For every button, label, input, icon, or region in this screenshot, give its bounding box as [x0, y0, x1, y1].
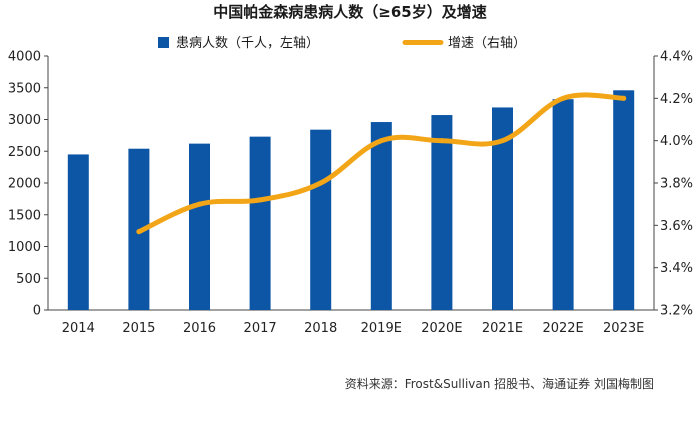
y-left-tick-label: 1500: [8, 208, 41, 223]
growth-point-2015: [136, 229, 142, 235]
growth-point-2017: [257, 197, 263, 203]
x-tick-label: 2015: [122, 321, 155, 336]
legend: 患病人数（千人，左轴） 增速（右轴）: [158, 36, 526, 51]
y-left-tick-label: 500: [16, 272, 41, 287]
growth-point-2023E: [621, 95, 627, 101]
x-tick-label: 2020E: [421, 321, 462, 336]
bar-2023E: [613, 90, 635, 310]
y-left-tick-label: 2500: [8, 145, 41, 160]
growth-point-2019E: [378, 138, 384, 144]
growth-point-2022E: [560, 95, 566, 101]
bar-2017: [249, 136, 271, 310]
y-left-tick-label: 0: [33, 304, 41, 319]
bar-2019E: [370, 122, 392, 310]
bar-2016: [189, 143, 210, 310]
y-right-tick-label: 3.8%: [660, 177, 693, 192]
bar-2022E: [552, 99, 574, 311]
y-right-tick-label: 4.4%: [660, 50, 693, 65]
x-tick-label: 2023E: [603, 321, 644, 336]
y-left-tick-label: 3500: [8, 81, 41, 96]
x-tick-label: 2018: [304, 321, 337, 336]
source-note: 资料来源：Frost&Sullivan 招股书、海通证券 刘国梅制图: [345, 376, 654, 391]
bar-2018: [310, 129, 332, 310]
x-tick-label: 2017: [244, 321, 277, 336]
x-tick-label: 2016: [183, 321, 216, 336]
legend-label-bar: 患病人数（千人，左轴）: [176, 36, 319, 51]
x-tick-label: 2021E: [482, 321, 523, 336]
growth-point-2021E: [500, 138, 505, 144]
y-right-tick-label: 3.6%: [660, 219, 693, 234]
x-tick-label: 2019E: [361, 321, 402, 336]
plot-area: 0 500 1000 1500 2000 2500 3000 3500 4000 3.2% 3.4%…: [8, 50, 693, 337]
y-left-tick-label: 1000: [8, 240, 41, 255]
y-left-tick-label: 3000: [8, 113, 41, 128]
growth-point-2016: [197, 201, 202, 207]
bar-2020E: [431, 115, 453, 311]
bar-2021E: [492, 107, 513, 310]
y-right-tick-label: 4.0%: [660, 134, 693, 149]
y-left-tick-label: 4000: [8, 50, 41, 65]
x-tick-label: 2014: [62, 321, 95, 336]
legend-label-line: 增速（右轴）: [448, 36, 526, 51]
growth-point-2020E: [439, 138, 445, 144]
growth-point-2018: [318, 180, 324, 186]
y-right-tick-label: 3.4%: [660, 261, 693, 276]
bar-2014: [67, 154, 89, 310]
y-right-tick-label: 3.2%: [660, 304, 693, 319]
x-tick-label: 2022E: [542, 321, 583, 336]
legend-swatch-bar: [158, 37, 169, 48]
chart-title: 中国帕金森病患病人数（≥65岁）及增速: [213, 3, 486, 21]
y-left-tick-label: 2000: [8, 177, 41, 192]
y-right-tick-label: 4.2%: [660, 92, 693, 107]
